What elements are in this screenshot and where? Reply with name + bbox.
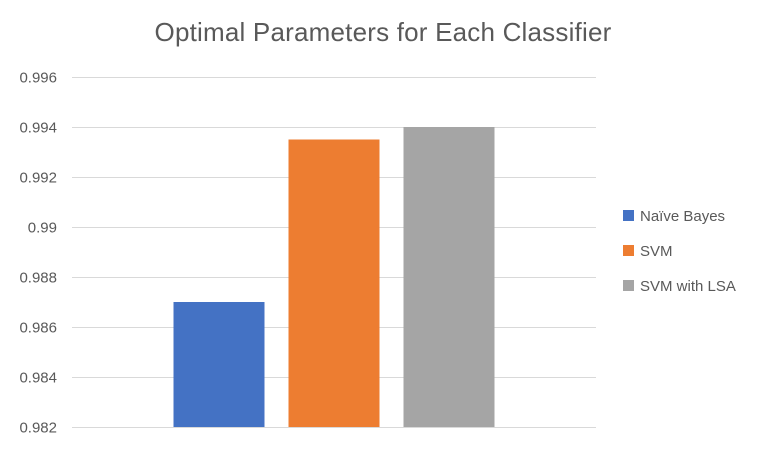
y-tick-label: 0.99 <box>28 220 57 237</box>
legend-swatch <box>623 245 634 256</box>
y-tick-label: 0.986 <box>19 320 57 337</box>
y-tick-label: 0.984 <box>19 370 57 387</box>
legend-swatch <box>623 210 634 221</box>
y-tick-label: 0.994 <box>19 120 57 137</box>
y-tick-label: 0.996 <box>19 70 57 87</box>
y-tick-label: 0.992 <box>19 170 57 187</box>
y-tick-label: 0.982 <box>19 420 57 437</box>
bar-na-ve-bayes <box>173 302 265 427</box>
legend-swatch <box>623 280 634 291</box>
chart-title: Optimal Parameters for Each Classifier <box>154 17 612 47</box>
legend-label: SVM with LSA <box>640 278 736 295</box>
bar-svm <box>288 139 380 427</box>
y-tick-label: 0.988 <box>19 270 57 287</box>
bar-svm-with-lsa <box>403 127 495 427</box>
legend-label: SVM <box>640 243 673 260</box>
legend-label: Naïve Bayes <box>640 208 725 225</box>
